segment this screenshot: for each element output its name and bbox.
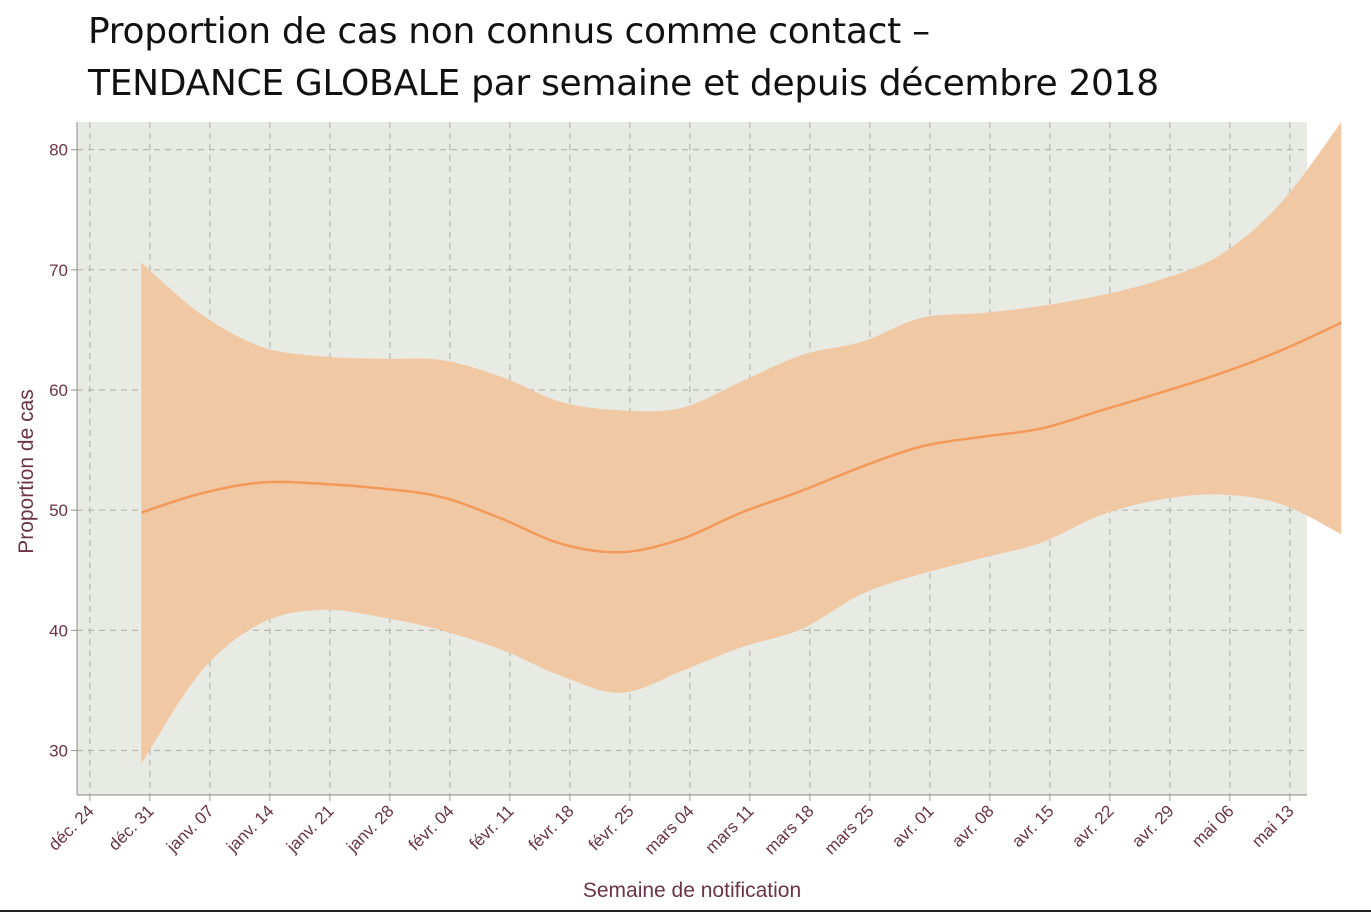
x-axis-title: Semaine de notification: [583, 879, 801, 902]
x-tick-label: avr. 22: [1068, 801, 1118, 851]
x-tick-label: janv. 21: [282, 801, 337, 856]
x-tick-label: avr. 01: [888, 801, 938, 851]
trend-line: [140, 321, 1342, 554]
y-tick-label: 60: [49, 381, 68, 400]
x-tick-label: avr. 08: [948, 801, 998, 851]
x-tick-label: févr. 04: [405, 801, 458, 854]
x-tick-label: mai 06: [1188, 801, 1238, 851]
title-line-2: TENDANCE GLOBALE par semaine et depuis d…: [88, 63, 1159, 104]
y-tick-label: 80: [49, 141, 68, 160]
x-tick-label: mars 04: [641, 801, 698, 858]
slide-title: Proportion de cas non connus comme conta…: [88, 6, 1358, 110]
y-axis-title: Proportion de cas: [15, 389, 38, 554]
y-tick-label: 40: [49, 621, 68, 640]
x-tick-label: déc. 31: [105, 801, 158, 854]
x-tick-label: mars 18: [761, 801, 818, 858]
x-tick-label: mars 25: [821, 801, 878, 858]
confidence-band: [141, 122, 1342, 764]
x-tick-label: déc. 24: [45, 801, 98, 854]
x-tick-label: janv. 07: [162, 801, 217, 856]
y-tick-label: 30: [49, 742, 68, 761]
x-tick-label: avr. 15: [1008, 801, 1058, 851]
x-tick-label: mars 11: [702, 801, 758, 857]
x-tick-label: janv. 28: [342, 801, 397, 856]
x-tick-label: mai 13: [1248, 801, 1298, 851]
y-tick-label: 70: [49, 261, 68, 280]
x-tick-label: févr. 25: [585, 801, 638, 854]
x-tick-label: avr. 29: [1128, 801, 1178, 851]
divider: [0, 910, 1371, 912]
x-tick-label: janv. 14: [222, 801, 277, 856]
x-tick-label: févr. 18: [525, 801, 578, 854]
x-tick-label: févr. 11: [466, 801, 518, 853]
y-tick-label: 50: [49, 501, 68, 520]
title-line-1: Proportion de cas non connus comme conta…: [88, 11, 930, 52]
